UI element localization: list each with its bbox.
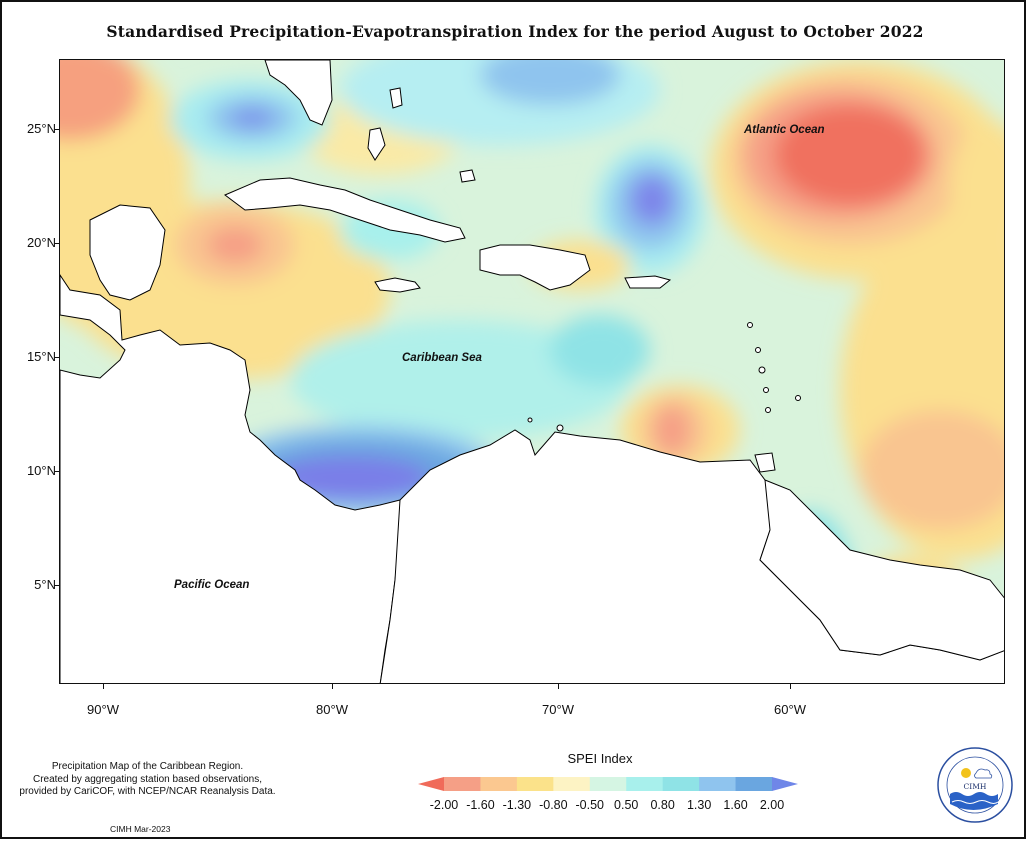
- legend-swatch: [699, 777, 737, 791]
- legend-swatch: [516, 777, 554, 791]
- legend-colorbar: [418, 777, 798, 791]
- legend-value-label: 1.30: [686, 798, 712, 812]
- lat-tick-5n: 5°N: [34, 577, 56, 592]
- description-line: provided by CariCOF, with NCEP/NCAR Rean…: [19, 786, 276, 797]
- legend-swatch: [553, 777, 591, 791]
- legend-swatch: [735, 777, 773, 791]
- spei-map: [60, 60, 1004, 683]
- logo-text: CIMH: [964, 782, 987, 791]
- lat-tick-20n: 20°N: [26, 235, 56, 250]
- lon-tickmark: [103, 684, 104, 689]
- lat-tick-10n: 10°N: [26, 463, 56, 478]
- lat-tickmark: [54, 585, 59, 586]
- legend-value-label: -1.60: [466, 798, 495, 812]
- lat-tickmark: [54, 243, 59, 244]
- legend-swatch: [626, 777, 664, 791]
- pacific-ocean-label: Pacific Ocean: [174, 579, 250, 591]
- description-line: Precipitation Map of the Caribbean Regio…: [51, 761, 244, 772]
- map-title: Standardised Precipitation-Evapotranspir…: [106, 22, 924, 41]
- legend-value-label: 1.60: [723, 798, 748, 812]
- lat-tickmark: [54, 129, 59, 130]
- lon-tick-60w: 60°W: [774, 702, 806, 717]
- land-outlines: [60, 60, 1004, 683]
- map-description: Precipitation Map of the Caribbean Regio…: [10, 761, 285, 799]
- caribbean-sea-label: Caribbean Sea: [402, 352, 482, 364]
- legend-value-label: -1.30: [502, 798, 532, 812]
- legend-swatch-under: [418, 777, 444, 791]
- legend-swatch: [589, 777, 627, 791]
- legend-value-label: -0.50: [575, 798, 605, 812]
- legend-value-label: -0.80: [539, 798, 568, 812]
- description-line: Created by aggregating station based obs…: [32, 773, 263, 785]
- legend-value-label: 0.50: [614, 798, 639, 812]
- lat-tickmark: [54, 471, 59, 472]
- credit-text: CIMH Mar-2023: [110, 824, 171, 834]
- lat-tick-15n: 15°N: [26, 349, 56, 364]
- lat-tickmark: [54, 357, 59, 358]
- lon-tick-90w: 90°W: [87, 702, 119, 717]
- legend-swatch: [662, 777, 700, 791]
- lon-tick-80w: 80°W: [316, 702, 348, 717]
- lat-tick-25n: 25°N: [26, 121, 56, 136]
- lon-tickmark: [790, 684, 791, 689]
- lon-tick-70w: 70°W: [542, 702, 574, 717]
- cimh-logo: CIMH: [937, 747, 1013, 823]
- legend-value-label: -2.00: [429, 798, 459, 812]
- lon-tickmark: [332, 684, 333, 689]
- legend-swatch: [480, 777, 518, 791]
- legend-value-label: 0.80: [650, 798, 675, 812]
- legend-value-label: 2.00: [759, 798, 785, 812]
- lon-tickmark: [558, 684, 559, 689]
- legend-swatch-over: [772, 777, 798, 791]
- map-panel: Atlantic Ocean Caribbean Sea Pacific Oce…: [59, 59, 1005, 684]
- legend-swatch: [444, 777, 481, 791]
- atlantic-ocean-label: Atlantic Ocean: [744, 124, 825, 136]
- legend-title: SPEI Index: [567, 751, 633, 766]
